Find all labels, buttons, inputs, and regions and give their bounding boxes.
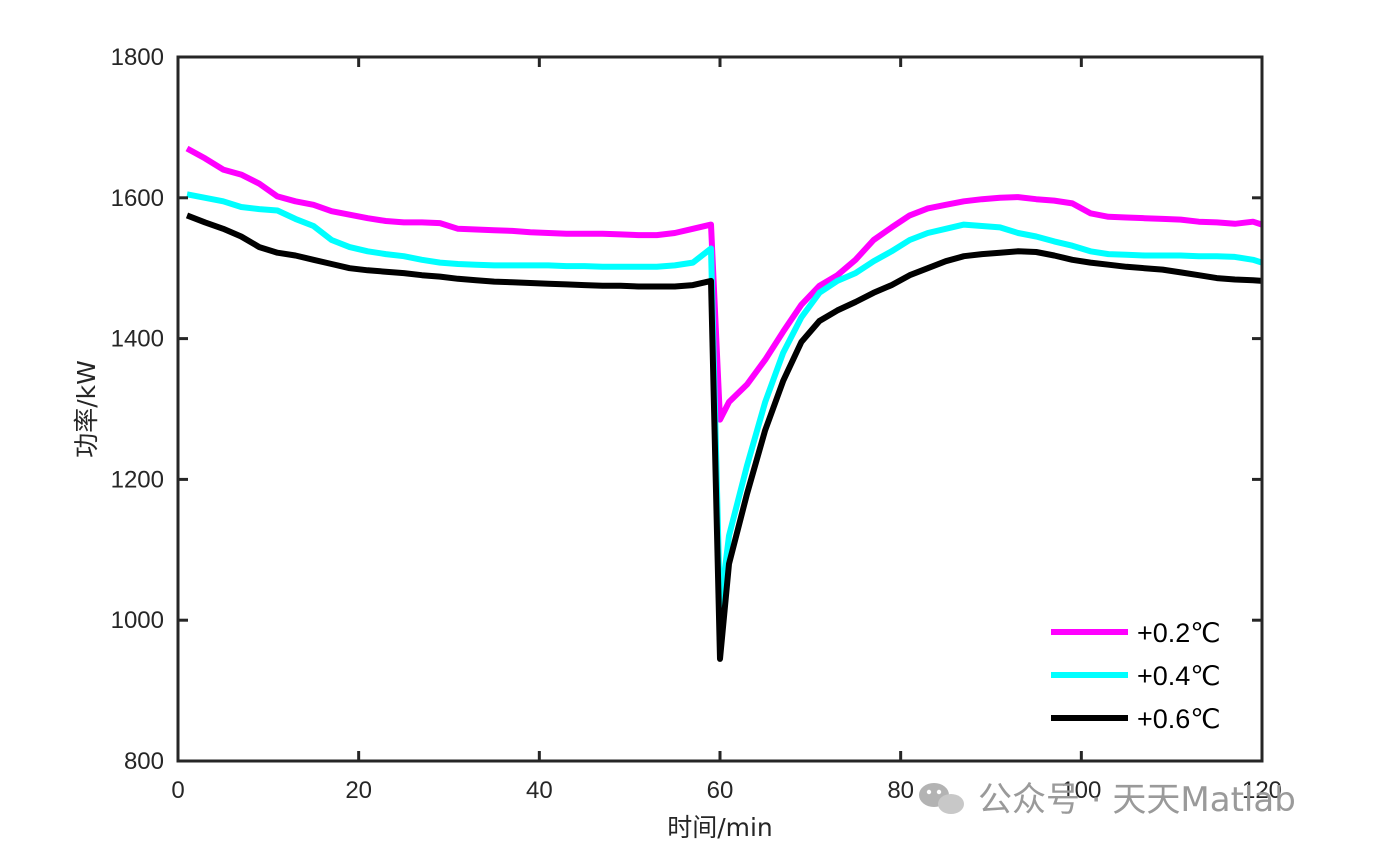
x-tick-label: 20 <box>345 777 372 804</box>
series-layer <box>185 145 1263 662</box>
watermark: 公众号 · 天天Matlab <box>919 780 1296 820</box>
y-tick-label: 1000 <box>111 607 164 634</box>
x-tick-label: 0 <box>171 777 184 804</box>
x-tick-label: 80 <box>887 777 914 804</box>
x-tick-label: 60 <box>707 777 734 804</box>
x-tick-label: 120 <box>1242 777 1282 804</box>
y-tick-labels: 800 1000 1200 1400 1600 1800 <box>111 44 164 775</box>
y-tick-label: 1400 <box>111 326 164 353</box>
y-tick-label: 800 <box>124 748 164 775</box>
watermark-text: 公众号 · 天天Matlab <box>978 780 1296 820</box>
axis-ticks <box>176 55 1264 763</box>
y-tick-label: 1200 <box>111 466 164 493</box>
series-line-1 <box>185 145 1263 423</box>
y-tick-label: 1600 <box>111 185 164 212</box>
y-axis-label: 功率/kW <box>72 360 101 458</box>
x-tick-label: 100 <box>1061 777 1101 804</box>
y-tick-label: 1800 <box>111 44 164 71</box>
x-tick-label: 40 <box>526 777 553 804</box>
legend-label-2: +0.4℃ <box>1137 661 1221 691</box>
x-tick-labels: 0 20 40 60 80 100 120 <box>171 777 1282 804</box>
series-line-3 <box>185 212 1263 662</box>
legend-label-1: +0.2℃ <box>1137 618 1221 648</box>
series-line-2 <box>186 191 1263 613</box>
legend: +0.2℃ +0.4℃ +0.6℃ <box>1040 612 1250 742</box>
wechat-icon <box>919 783 964 814</box>
legend-label-3: +0.6℃ <box>1137 704 1221 734</box>
x-axis-label: 时间/min <box>667 813 773 842</box>
